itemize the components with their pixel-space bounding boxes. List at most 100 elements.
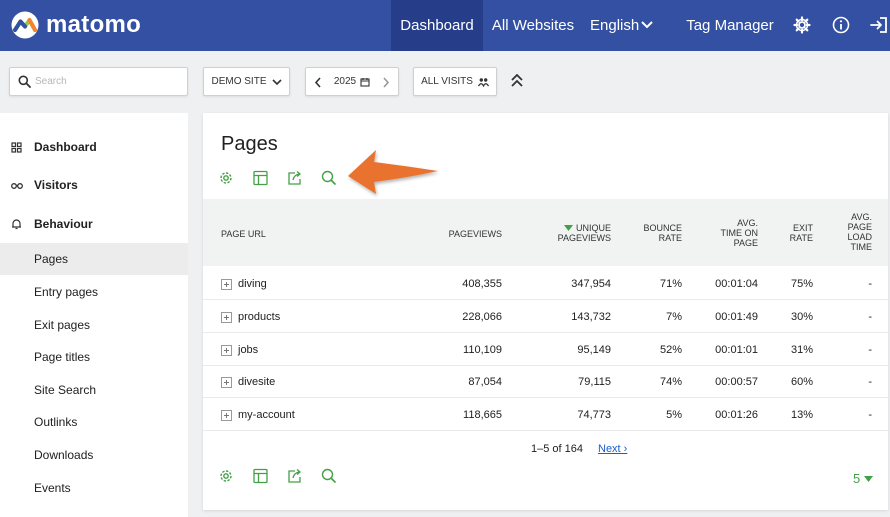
- avg-time-cell: 00:01:01: [715, 344, 758, 356]
- chevron-left-icon[interactable]: [314, 77, 322, 88]
- sidebar-item-exit-pages[interactable]: Exit pages: [0, 309, 188, 341]
- search-input[interactable]: [35, 68, 185, 95]
- bounce-rate-cell: 5%: [666, 409, 682, 421]
- avg-time-cell: 00:00:57: [715, 376, 758, 388]
- sidebar-item-label: Entry pages: [34, 285, 99, 299]
- table-icon[interactable]: [253, 468, 287, 484]
- gear-icon[interactable]: [219, 468, 253, 484]
- pageviews-cell: 110,109: [463, 344, 502, 356]
- sidebar-item-label: Site Search: [34, 383, 97, 397]
- report-toolbar-top: [219, 170, 355, 186]
- sidebar-item-label: Page titles: [34, 350, 91, 364]
- nav-tag-manager[interactable]: Tag Manager: [686, 17, 774, 34]
- sidebar-category-label: Behaviour: [34, 217, 93, 231]
- page-url-cell: divesite: [238, 376, 276, 388]
- table-row[interactable]: products 228,066 143,732 7% 00:01:49 30%…: [203, 301, 888, 333]
- app-name: matomo: [46, 11, 142, 38]
- avg-time-cell: 00:01:04: [715, 278, 758, 290]
- column-header-pageviews[interactable]: PAGEVIEWS: [448, 229, 502, 239]
- nav-dashboard[interactable]: Dashboard: [391, 0, 483, 51]
- export-icon[interactable]: [287, 468, 321, 484]
- sign-out-icon[interactable]: [869, 15, 889, 35]
- language-label: English: [590, 17, 640, 34]
- unique-pageviews-cell: 74,773: [577, 409, 611, 421]
- table-row[interactable]: jobs 110,109 95,149 52% 00:01:01 31% -: [203, 334, 888, 366]
- matomo-logo[interactable]: matomo: [10, 11, 141, 39]
- column-header-avg-time-on-page[interactable]: AVG. TIME ON PAGE: [720, 218, 759, 248]
- bounce-rate-cell: 74%: [659, 376, 682, 388]
- chevron-down-icon: [641, 21, 653, 29]
- column-header-avg-page-load-time[interactable]: AVG. PAGE LOAD TIME: [847, 212, 872, 252]
- table-icon[interactable]: [253, 170, 287, 186]
- avg-load-time-cell: -: [868, 311, 872, 323]
- pageviews-cell: 228,066: [462, 311, 502, 323]
- collapse-chevrons-icon[interactable]: [510, 73, 524, 89]
- grid-icon: [11, 141, 22, 153]
- page-url-cell: my-account: [238, 409, 295, 421]
- search-icon[interactable]: [321, 170, 355, 186]
- table-row[interactable]: my-account 118,665 74,773 5% 00:01:26 13…: [203, 399, 888, 431]
- column-header-unique-pageviews[interactable]: UNIQUE PAGEVIEWS: [551, 223, 611, 243]
- pageviews-cell: 87,054: [468, 376, 502, 388]
- search-icon: [18, 75, 31, 88]
- column-header-bounce-rate[interactable]: BOUNCE RATE: [643, 223, 682, 243]
- gear-icon[interactable]: [219, 170, 253, 186]
- unique-pageviews-cell: 95,149: [577, 344, 611, 356]
- sidebar-item-label: Events: [34, 481, 71, 495]
- sidebar-category-behaviour[interactable]: Behaviour: [0, 214, 188, 234]
- page-url-cell: diving: [238, 278, 267, 290]
- language-selector[interactable]: English: [590, 0, 660, 51]
- caret-down-icon: [864, 475, 874, 482]
- avg-load-time-cell: -: [868, 278, 872, 290]
- period-selector[interactable]: 2025: [305, 67, 399, 96]
- menu-search-box[interactable]: [9, 67, 188, 96]
- exit-rate-cell: 75%: [790, 278, 813, 290]
- next-page-link[interactable]: Next ›: [598, 443, 628, 455]
- segment-selector[interactable]: ALL VISITS: [413, 67, 497, 96]
- table-header: PAGE URL PAGEVIEWS UNIQUE PAGEVIEWS BOUN…: [203, 199, 888, 266]
- sidebar-item-downloads[interactable]: Downloads: [0, 439, 188, 471]
- column-header-page-url[interactable]: PAGE URL: [221, 229, 266, 239]
- row-limit-selector[interactable]: 5: [853, 471, 874, 486]
- row-label[interactable]: divesite: [221, 376, 275, 388]
- report-toolbar-bottom: [219, 468, 355, 484]
- sidebar-item-outlinks[interactable]: Outlinks: [0, 406, 188, 438]
- table-row[interactable]: diving 408,355 347,954 71% 00:01:04 75% …: [203, 268, 888, 300]
- avg-time-cell: 00:01:26: [715, 409, 758, 421]
- sidebar-category-visitors[interactable]: Visitors: [0, 175, 188, 195]
- chevron-right-icon[interactable]: [382, 77, 390, 88]
- sidebar-item-page-titles[interactable]: Page titles: [0, 341, 188, 373]
- gear-icon[interactable]: [792, 15, 812, 35]
- sidebar-category-dashboard[interactable]: Dashboard: [0, 137, 188, 157]
- segment-icon: [477, 77, 489, 87]
- sidebar-item-entry-pages[interactable]: Entry pages: [0, 276, 188, 308]
- pageviews-cell: 118,665: [463, 409, 502, 421]
- sidebar-item-label: Outlinks: [34, 415, 78, 429]
- page-url-cell: products: [238, 311, 281, 323]
- info-icon[interactable]: [831, 15, 851, 35]
- exit-rate-cell: 31%: [790, 344, 813, 356]
- export-icon[interactable]: [287, 170, 321, 186]
- chevron-down-icon: [271, 78, 282, 85]
- nav-all-websites[interactable]: All Websites: [491, 17, 575, 34]
- row-label[interactable]: products: [221, 311, 280, 323]
- row-label[interactable]: my-account: [221, 409, 295, 421]
- row-limit-value: 5: [853, 471, 861, 486]
- sidebar-item-events[interactable]: Events: [0, 472, 188, 504]
- column-header-exit-rate[interactable]: EXIT RATE: [789, 223, 813, 243]
- column-header-label: UNIQUE PAGEVIEWS: [557, 223, 611, 243]
- binoculars-icon: [11, 182, 23, 189]
- sidebar-item-site-search[interactable]: Site Search: [0, 374, 188, 406]
- expand-plus-icon: [221, 311, 232, 323]
- row-label[interactable]: diving: [221, 278, 267, 290]
- expand-plus-icon: [221, 376, 232, 388]
- bounce-rate-cell: 7%: [666, 311, 682, 323]
- sidebar-item-pages[interactable]: Pages: [0, 243, 188, 275]
- avg-time-cell: 00:01:49: [715, 311, 758, 323]
- unique-pageviews-cell: 79,115: [578, 376, 611, 388]
- site-selector[interactable]: DEMO SITE: [203, 67, 290, 96]
- search-icon[interactable]: [321, 468, 355, 484]
- table-row[interactable]: divesite 87,054 79,115 74% 00:00:57 60% …: [203, 366, 888, 398]
- row-label[interactable]: jobs: [221, 344, 258, 356]
- bell-icon: [12, 219, 21, 230]
